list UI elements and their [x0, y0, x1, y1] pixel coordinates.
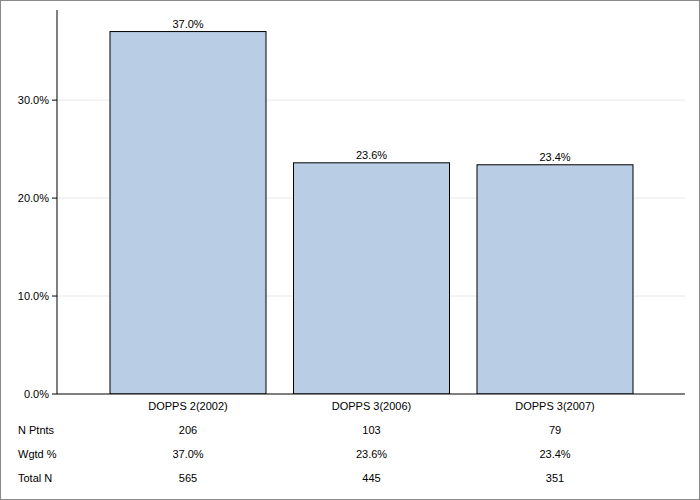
table-row-label: Total N: [18, 472, 52, 484]
table-cell: 206: [179, 424, 197, 436]
table-cell: 445: [362, 472, 380, 484]
chart-svg: 0.0% 10.0% 20.0% 30.0% 37.0% 23.6% 23.4% DOPPS …: [0, 0, 700, 500]
data-label: 37.0%: [172, 18, 203, 30]
x-tick-label: DOPPS 3(2007): [515, 400, 594, 412]
y-tick-label: 30.0%: [18, 94, 49, 106]
table-row-label: N Ptnts: [18, 424, 55, 436]
bars: [110, 32, 633, 394]
table-cell: 37.0%: [172, 448, 203, 460]
table-cell: 23.6%: [356, 448, 387, 460]
x-axis: [57, 394, 685, 395]
table-cell: 351: [546, 472, 564, 484]
chart-container: 0.0% 10.0% 20.0% 30.0% 37.0% 23.6% 23.4% DOPPS …: [0, 0, 700, 500]
table-cell: 79: [549, 424, 561, 436]
bar: [294, 163, 450, 394]
frame: [1, 1, 700, 500]
table-cell: 103: [362, 424, 380, 436]
x-tick-label: DOPPS 2(2002): [148, 400, 227, 412]
data-label: 23.6%: [356, 149, 387, 161]
y-tick: [52, 100, 57, 101]
y-tick-label: 0.0%: [24, 388, 49, 400]
bar: [477, 165, 633, 394]
y-tick-label: 20.0%: [18, 192, 49, 204]
y-tick: [52, 296, 57, 297]
bar: [110, 32, 266, 394]
x-tick-label: DOPPS 3(2006): [332, 400, 411, 412]
y-axis: [57, 10, 58, 394]
table-cell: 23.4%: [539, 448, 570, 460]
y-tick: [52, 394, 57, 395]
y-tick: [52, 198, 57, 199]
table-row-label: Wgtd %: [18, 448, 57, 460]
y-tick-label: 10.0%: [18, 290, 49, 302]
table-cell: 565: [179, 472, 197, 484]
data-label: 23.4%: [539, 151, 570, 163]
